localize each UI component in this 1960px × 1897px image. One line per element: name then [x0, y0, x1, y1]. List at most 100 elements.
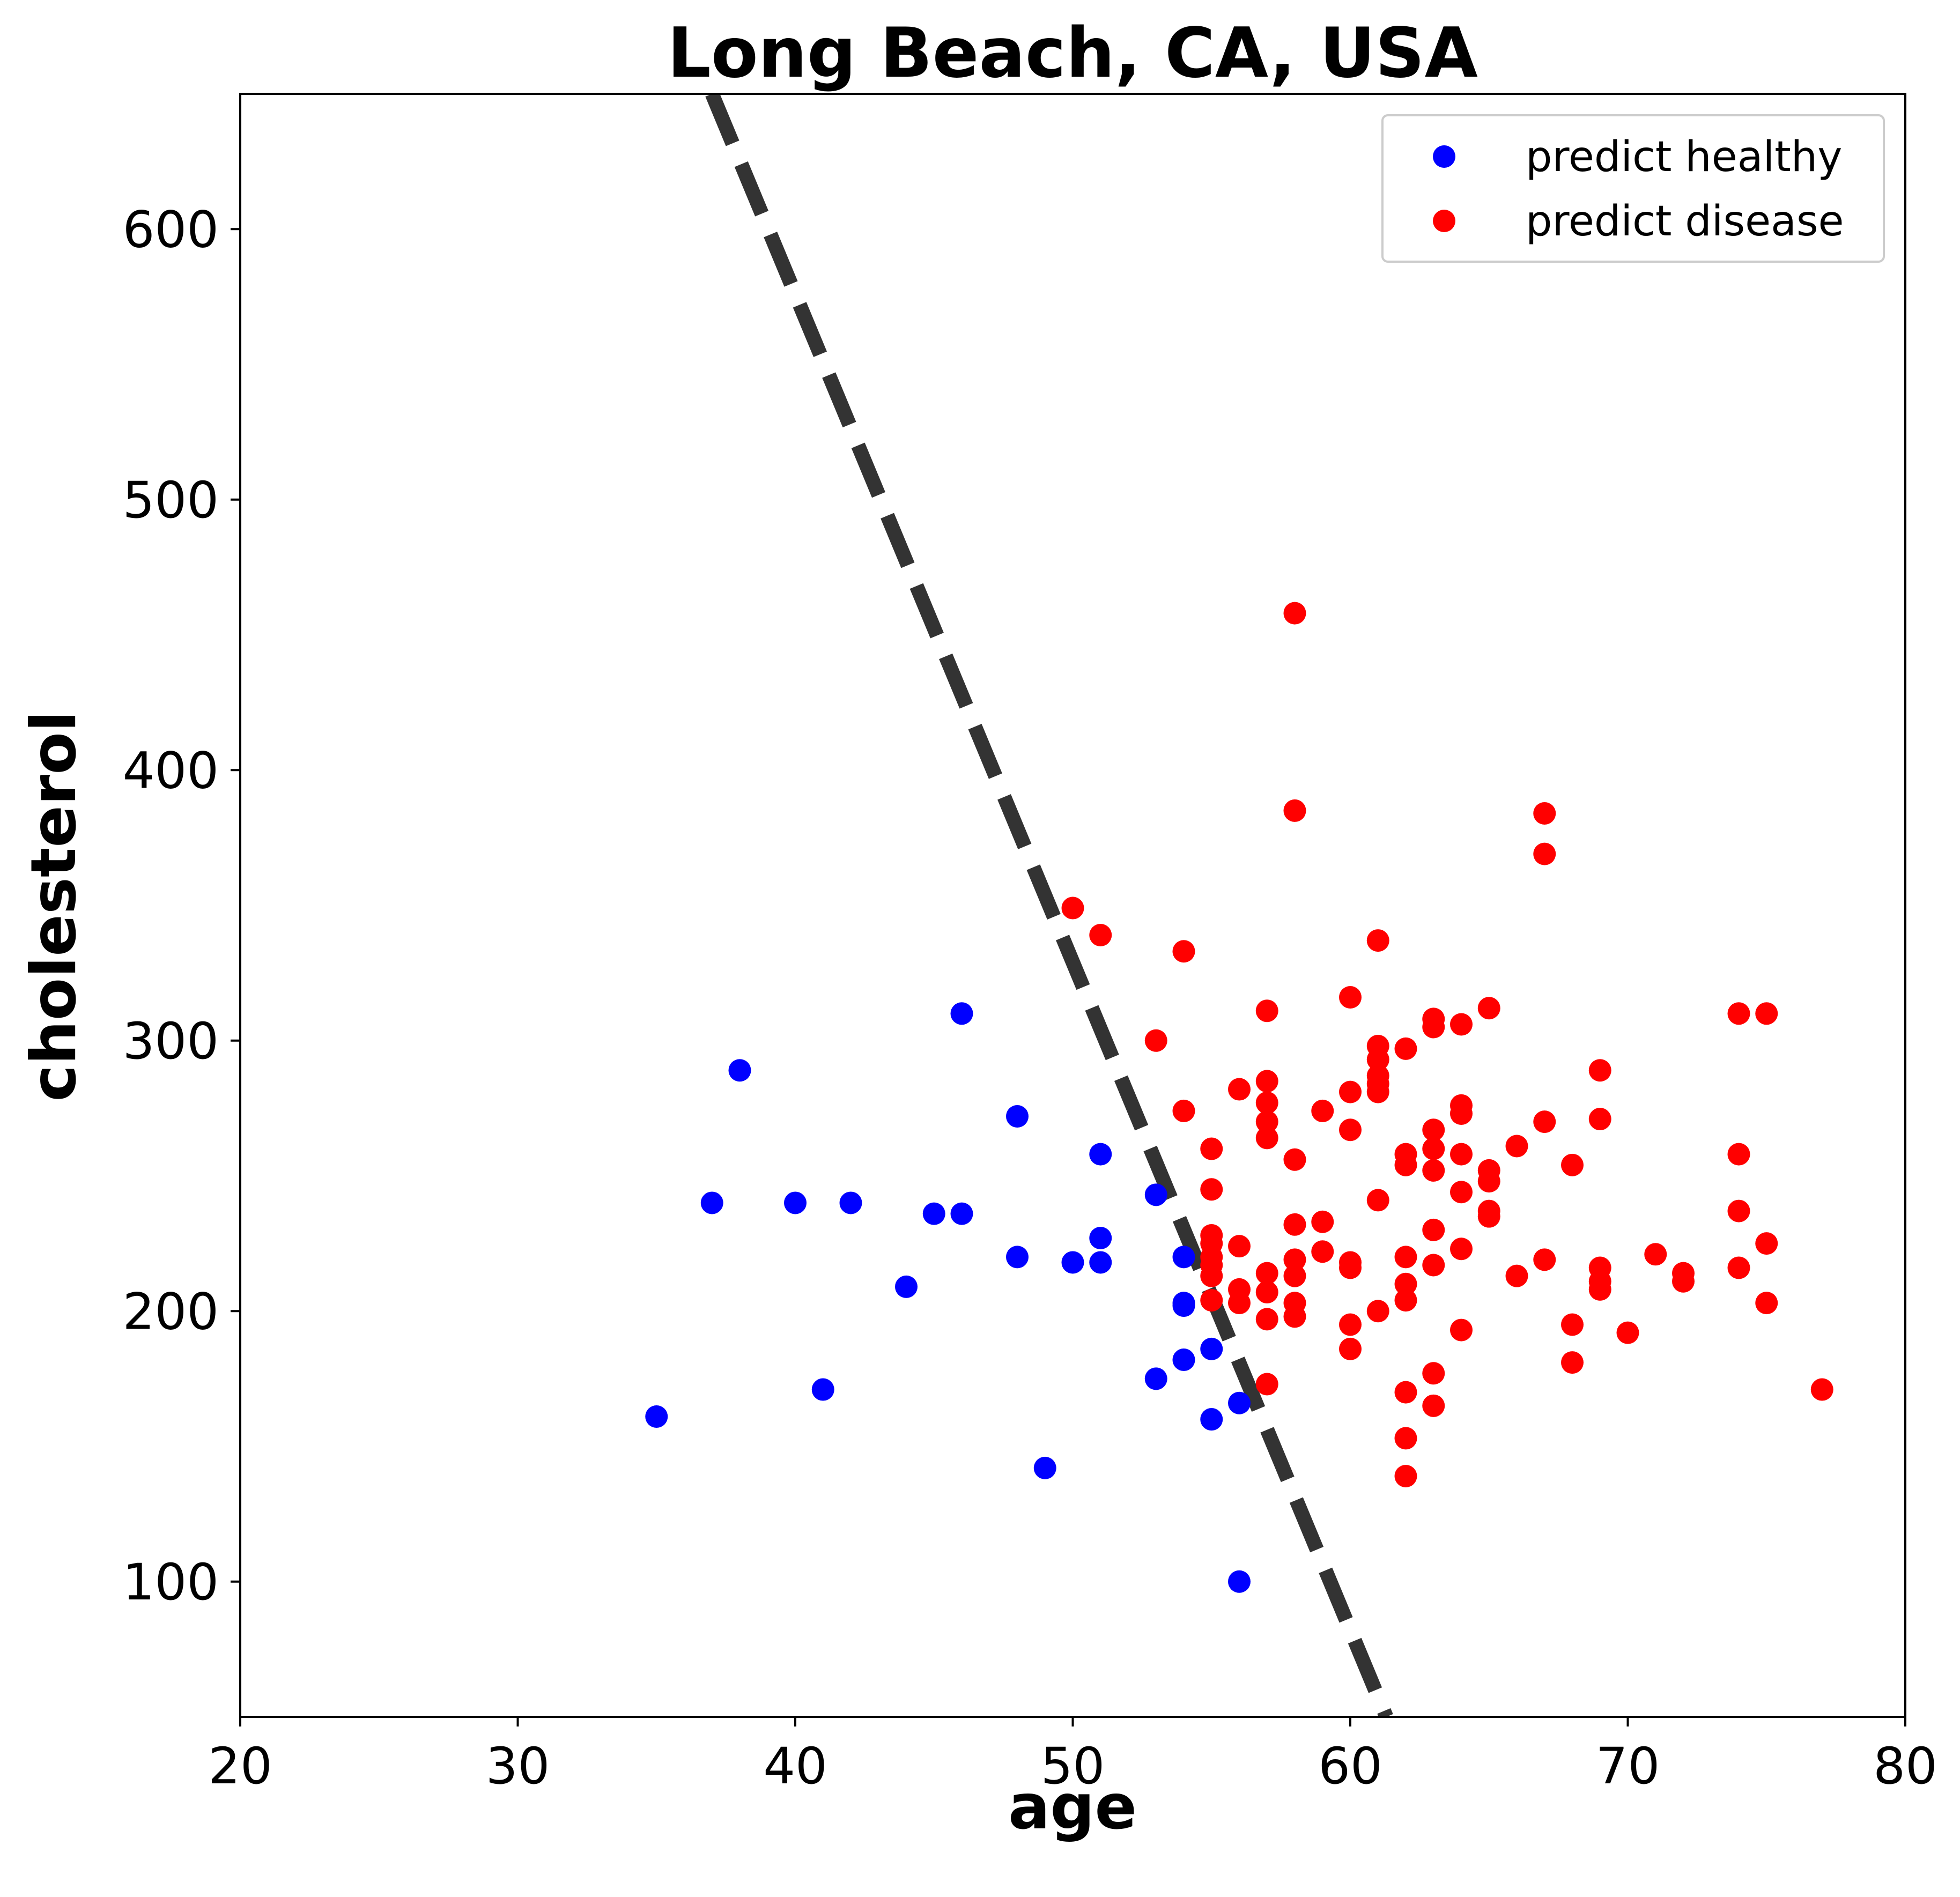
data-point [1339, 1337, 1362, 1360]
legend: predict healthy predict disease [1381, 114, 1885, 263]
data-point [1311, 1210, 1334, 1233]
data-point [1394, 1381, 1417, 1404]
data-point [950, 1202, 973, 1225]
data-point [1033, 1456, 1056, 1479]
y-tick-label: 100 [123, 1553, 219, 1612]
data-point [1172, 1099, 1195, 1122]
data-point [1283, 1264, 1306, 1287]
data-point [1533, 842, 1556, 865]
data-point [1505, 1135, 1528, 1158]
y-axis: 100 200 300 400 500 600 [123, 201, 240, 1612]
data-point [1394, 1037, 1417, 1060]
data-point [1339, 1313, 1362, 1336]
data-point [1255, 1091, 1278, 1114]
data-point [1255, 1127, 1278, 1150]
legend-label: predict disease [1526, 197, 1844, 246]
data-point [1755, 1002, 1778, 1025]
data-point [1172, 1246, 1195, 1269]
data-point [1533, 1110, 1556, 1133]
data-point [1450, 1102, 1473, 1125]
data-point [1644, 1243, 1667, 1266]
x-tick-label: 70 [1596, 1737, 1660, 1796]
data-point [1172, 1294, 1195, 1317]
data-point [1422, 1118, 1445, 1142]
data-point [1727, 1199, 1750, 1222]
data-point [1533, 1248, 1556, 1271]
data-point [1450, 1143, 1473, 1166]
data-point [1588, 1059, 1611, 1082]
data-point [1533, 802, 1556, 825]
y-tick-label: 300 [123, 1012, 219, 1071]
data-point [1561, 1153, 1584, 1176]
data-point [1172, 1348, 1195, 1372]
data-point [1228, 1235, 1251, 1258]
data-point [728, 1059, 751, 1082]
data-point [1561, 1313, 1584, 1336]
data-point [1255, 1070, 1278, 1093]
data-point [1366, 929, 1389, 952]
x-tick-label: 40 [763, 1737, 827, 1796]
data-point [1450, 1181, 1473, 1204]
data-point [1228, 1391, 1251, 1414]
data-point [1228, 1570, 1251, 1593]
data-point [1089, 923, 1112, 946]
data-point [1089, 1143, 1112, 1166]
data-point [1006, 1246, 1029, 1269]
y-axis-label: cholesterol [18, 710, 90, 1101]
y-tick-label: 200 [123, 1283, 219, 1341]
data-point [1283, 799, 1306, 822]
data-point [1089, 1251, 1112, 1274]
data-point [1228, 1292, 1251, 1315]
y-tick-label: 600 [123, 201, 219, 259]
data-point [784, 1191, 807, 1214]
data-point [895, 1275, 918, 1298]
data-point [1477, 1205, 1500, 1228]
x-tick-label: 80 [1873, 1737, 1937, 1796]
data-point [1144, 1029, 1167, 1052]
data-point [1255, 1280, 1278, 1303]
y-tick-label: 400 [123, 742, 219, 800]
data-point [1283, 602, 1306, 625]
plot-marks [645, 94, 1833, 1717]
legend-label: predict healthy [1526, 133, 1842, 181]
data-point [1755, 1292, 1778, 1315]
data-point [1616, 1321, 1639, 1344]
data-point [1422, 1362, 1445, 1385]
data-point [1505, 1264, 1528, 1287]
data-point [1366, 1189, 1389, 1212]
data-point [1255, 1308, 1278, 1331]
x-tick-label: 30 [486, 1737, 550, 1796]
data-point [1200, 1264, 1223, 1287]
data-point [1394, 1153, 1417, 1176]
legend-marker [1433, 210, 1455, 232]
data-point [1394, 1464, 1417, 1487]
data-point [1394, 1427, 1417, 1450]
series-predict-disease [1061, 602, 1833, 1487]
data-point [1727, 1143, 1750, 1166]
data-point [1283, 1248, 1306, 1271]
data-point [1200, 1408, 1223, 1431]
data-point [1061, 896, 1084, 920]
data-point [811, 1378, 834, 1401]
x-tick-label: 60 [1318, 1737, 1382, 1796]
data-point [1255, 1110, 1278, 1133]
data-point [1755, 1232, 1778, 1255]
data-point [1727, 1002, 1750, 1025]
data-point [1339, 1118, 1362, 1142]
data-point [922, 1202, 945, 1225]
data-point [1588, 1108, 1611, 1131]
data-point [1283, 1213, 1306, 1236]
x-tick-label: 20 [208, 1737, 272, 1796]
legend-box [1381, 114, 1885, 263]
data-point [1422, 1137, 1445, 1160]
data-point [1283, 1305, 1306, 1328]
data-point [1144, 1367, 1167, 1390]
chart-title: Long Beach, CA, USA [667, 13, 1478, 93]
data-point [1450, 1318, 1473, 1342]
data-point [1200, 1337, 1223, 1360]
data-point [1311, 1099, 1334, 1122]
data-point [1200, 1137, 1223, 1160]
data-point [1144, 1183, 1167, 1206]
data-point [1672, 1270, 1695, 1293]
